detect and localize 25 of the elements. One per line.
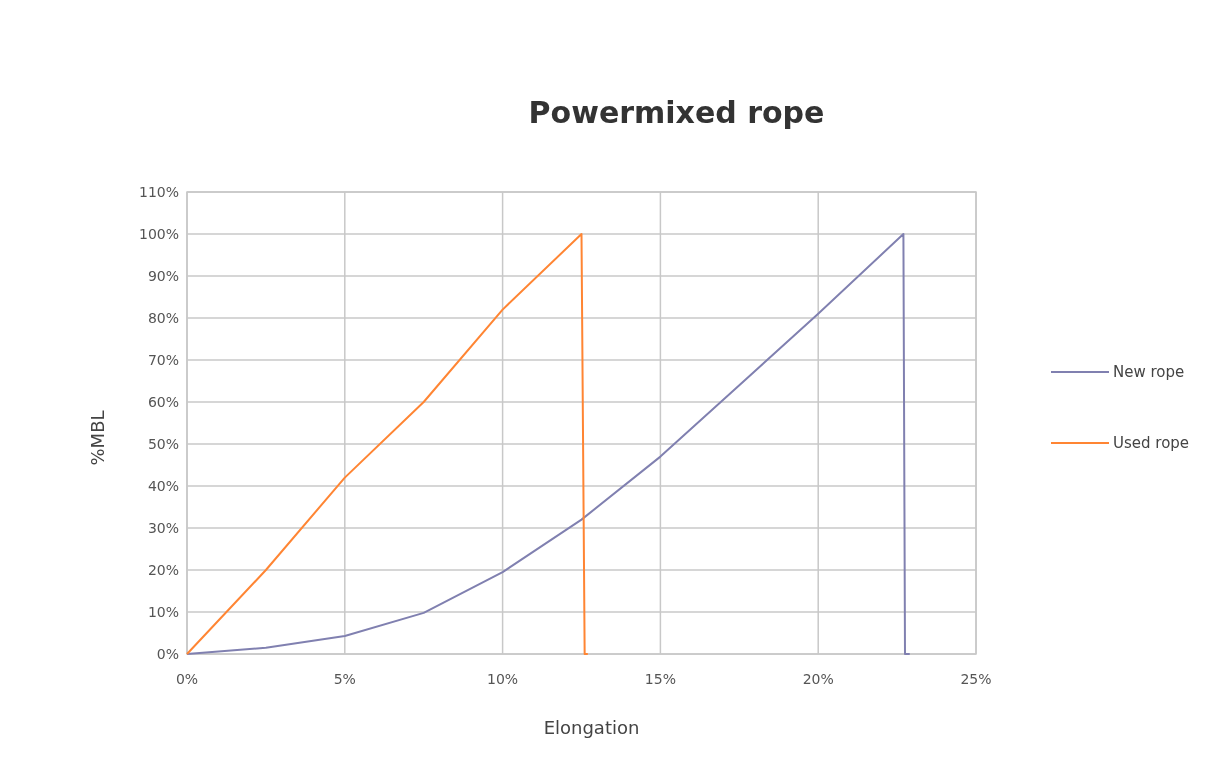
x-tick-label: 5%: [333, 671, 356, 687]
y-tick-label: 70%: [147, 352, 179, 368]
y-tick-label: 110%: [138, 184, 179, 200]
x-tick-label: 15%: [644, 671, 676, 687]
legend-label: Used rope: [1113, 434, 1190, 452]
x-tick-label: 10%: [487, 671, 519, 687]
y-tick-label: 90%: [147, 268, 179, 284]
y-tick-label: 100%: [138, 226, 179, 242]
line-series: [186, 233, 911, 655]
y-tick-label: 30%: [147, 520, 179, 536]
y-axis-title: %MBL: [87, 410, 108, 466]
line-series: [186, 233, 589, 655]
y-tick-label: 60%: [147, 394, 179, 410]
y-tick-label: 0%: [156, 646, 179, 662]
x-axis-title: Elongation: [543, 717, 640, 738]
y-tick-label: 80%: [147, 310, 179, 326]
y-tick-label: 50%: [147, 436, 179, 452]
x-tick-label: 0%: [175, 671, 199, 687]
y-tick-label: 10%: [147, 604, 179, 620]
x-tick-label: 25%: [960, 671, 992, 687]
chart-title: Powermixed rope: [528, 95, 825, 130]
y-tick-label: 20%: [147, 562, 179, 578]
legend-label: New rope: [1113, 363, 1185, 381]
y-tick-label: 40%: [147, 478, 179, 494]
x-tick-label: 20%: [802, 671, 834, 687]
